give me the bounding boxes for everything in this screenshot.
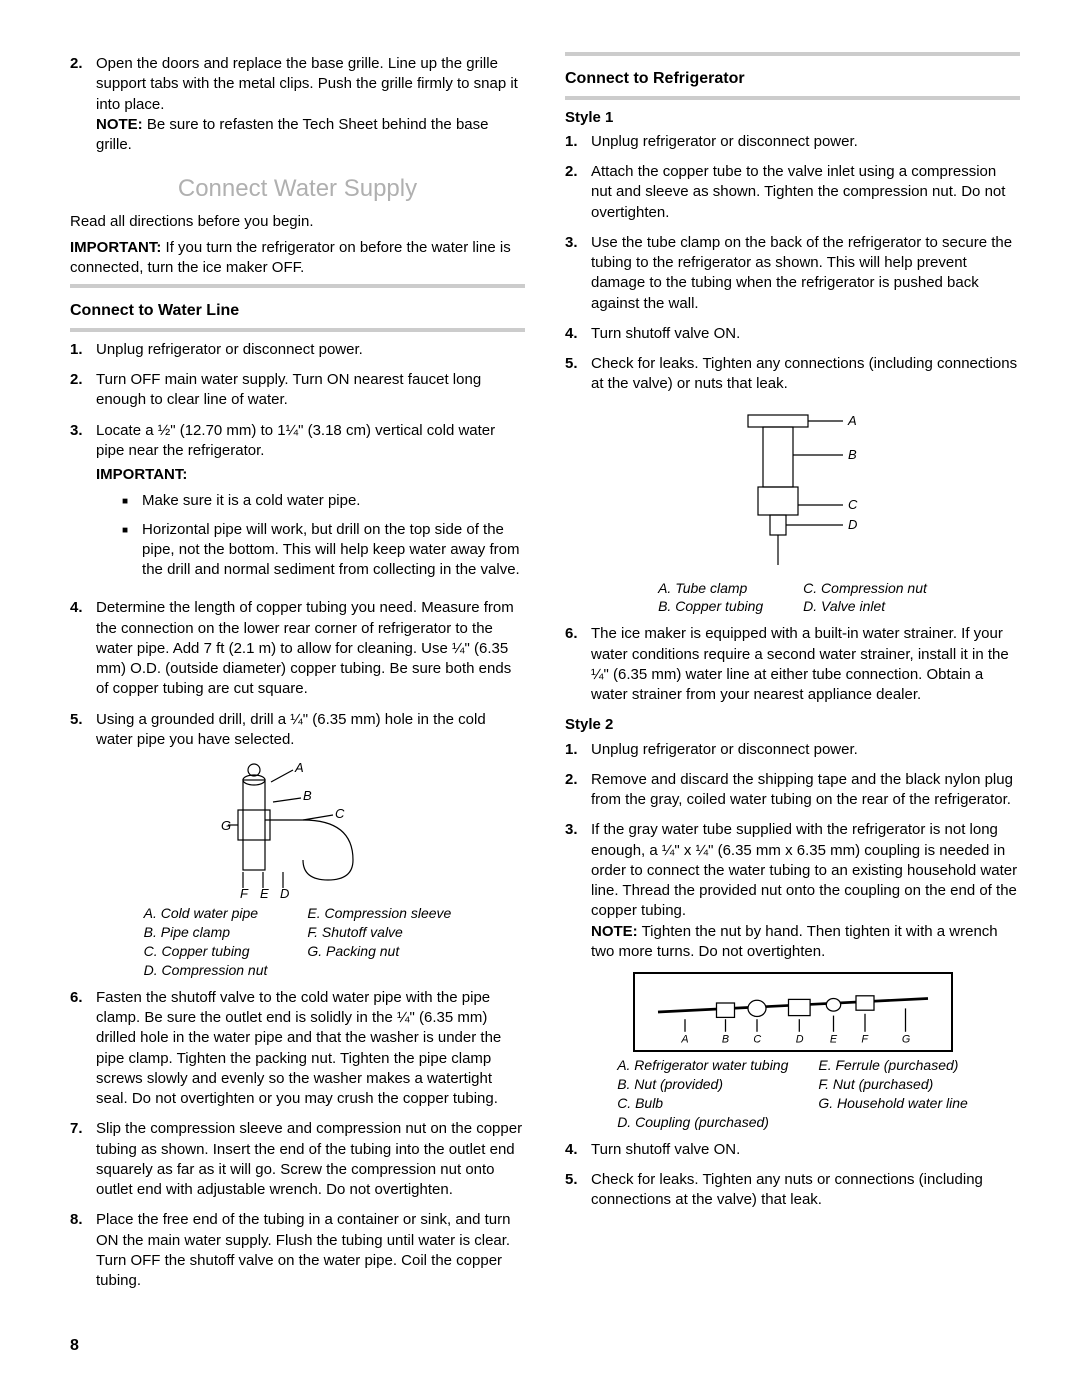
- svg-text:B: B: [848, 447, 857, 462]
- water-line-steps-cont: 6. Fasten the shutoff valve to the cold …: [70, 988, 525, 1292]
- svg-text:C: C: [848, 497, 858, 512]
- diagram1-legend: A. Cold water pipe B. Pipe clamp C. Copp…: [70, 904, 525, 980]
- list-item: 4.Turn shutoff valve ON.: [565, 324, 1020, 344]
- list-item: 5.Check for leaks. Tighten any nuts or c…: [565, 1170, 1020, 1211]
- svg-text:E: E: [829, 1034, 837, 1046]
- svg-text:C: C: [335, 806, 345, 821]
- svg-text:D: D: [795, 1034, 803, 1046]
- left-column: 2. Open the doors and replace the base g…: [70, 50, 525, 1301]
- list-item: 7. Slip the compression sleeve and compr…: [70, 1119, 525, 1200]
- valve-inlet-diagram: A B C D: [678, 405, 908, 575]
- list-item: 6. Fasten the shutoff valve to the cold …: [70, 988, 525, 1110]
- svg-text:B: B: [721, 1034, 728, 1046]
- list-item: 2. Turn OFF main water supply. Turn ON n…: [70, 370, 525, 411]
- svg-text:G: G: [221, 818, 231, 833]
- svg-text:D: D: [280, 886, 289, 900]
- bullet-item: Horizontal pipe will work, but drill on …: [122, 520, 525, 581]
- page-number: 8: [70, 1335, 79, 1357]
- list-item: 4. Determine the length of copper tubing…: [70, 598, 525, 699]
- list-item: 4.Turn shutoff valve ON.: [565, 1140, 1020, 1160]
- subsection-band: Connect to Refrigerator: [565, 52, 1020, 100]
- svg-text:A: A: [847, 413, 857, 428]
- svg-text:A: A: [680, 1034, 688, 1046]
- style1-label: Style 1: [565, 108, 1020, 128]
- list-item: 3.Use the tube clamp on the back of the …: [565, 233, 1020, 314]
- style1-steps-cont: 6.The ice maker is equipped with a built…: [565, 624, 1020, 705]
- diagram2-legend: A. Tube clamp B. Copper tubing C. Compre…: [565, 579, 1020, 617]
- step-text: Open the doors and replace the base gril…: [96, 54, 525, 155]
- note-label: NOTE:: [96, 116, 143, 133]
- list-item: 8. Place the free end of the tubing in a…: [70, 1210, 525, 1291]
- list-item: 3. Locate a ½" (12.70 mm) to 1¼" (3.18 c…: [70, 421, 525, 589]
- list-item: 2.Attach the copper tube to the valve in…: [565, 162, 1020, 223]
- diagram3-legend: A. Refrigerator water tubing B. Nut (pro…: [565, 1056, 1020, 1132]
- svg-text:C: C: [753, 1034, 761, 1046]
- list-item: 1.Unplug refrigerator or disconnect powe…: [565, 740, 1020, 760]
- read-all-text: Read all directions before you begin.: [70, 212, 525, 232]
- svg-text:A: A: [294, 760, 304, 775]
- list-item: 5. Using a grounded drill, drill a ¼" (6…: [70, 710, 525, 751]
- coupling-diagram: A B C D E F G: [633, 972, 953, 1052]
- style2-label: Style 2: [565, 715, 1020, 735]
- style1-steps: 1.Unplug refrigerator or disconnect powe…: [565, 132, 1020, 395]
- list-item: 1. Unplug refrigerator or disconnect pow…: [70, 340, 525, 360]
- subsection-title: Connect to Refrigerator: [565, 68, 1020, 90]
- pipe-valve-diagram: G A B C F E D: [183, 760, 413, 900]
- list-item: 1.Unplug refrigerator or disconnect powe…: [565, 132, 1020, 152]
- svg-text:F: F: [240, 886, 249, 900]
- list-item: 6.The ice maker is equipped with a built…: [565, 624, 1020, 705]
- style2-steps: 1.Unplug refrigerator or disconnect powe…: [565, 740, 1020, 963]
- svg-text:G: G: [901, 1034, 909, 1046]
- step-number: 2.: [70, 54, 96, 155]
- subsection-title: Connect to Water Line: [70, 300, 525, 322]
- list-item: 3. If the gray water tube supplied with …: [565, 820, 1020, 962]
- right-column: Connect to Refrigerator Style 1 1.Unplug…: [565, 50, 1020, 1301]
- list-item: 2. Open the doors and replace the base g…: [70, 54, 525, 155]
- list-item: 2.Remove and discard the shipping tape a…: [565, 770, 1020, 811]
- water-line-steps: 1. Unplug refrigerator or disconnect pow…: [70, 340, 525, 750]
- section-title: Connect Water Supply: [70, 173, 525, 205]
- important-bullets: Make sure it is a cold water pipe. Horiz…: [96, 491, 525, 580]
- intro-step-list: 2. Open the doors and replace the base g…: [70, 54, 525, 155]
- svg-text:F: F: [861, 1034, 869, 1046]
- important-line: IMPORTANT: If you turn the refrigerator …: [70, 238, 525, 279]
- two-column-layout: 2. Open the doors and replace the base g…: [70, 50, 1020, 1301]
- svg-text:B: B: [303, 788, 312, 803]
- subsection-band: Connect to Water Line: [70, 284, 525, 332]
- bullet-item: Make sure it is a cold water pipe.: [122, 491, 525, 511]
- svg-text:D: D: [848, 517, 857, 532]
- style2-steps-cont: 4.Turn shutoff valve ON. 5.Check for lea…: [565, 1140, 1020, 1211]
- list-item: 5.Check for leaks. Tighten any connectio…: [565, 354, 1020, 395]
- svg-text:E: E: [260, 886, 269, 900]
